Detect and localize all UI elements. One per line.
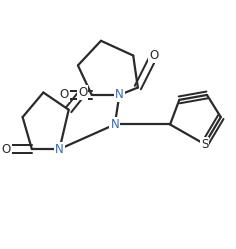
Text: S: S xyxy=(201,138,208,151)
Text: O: O xyxy=(59,88,69,101)
Text: N: N xyxy=(110,118,119,131)
Text: O: O xyxy=(2,143,11,156)
Text: O: O xyxy=(78,86,87,99)
Text: N: N xyxy=(115,88,124,101)
Text: O: O xyxy=(149,49,159,62)
Text: N: N xyxy=(55,143,64,156)
